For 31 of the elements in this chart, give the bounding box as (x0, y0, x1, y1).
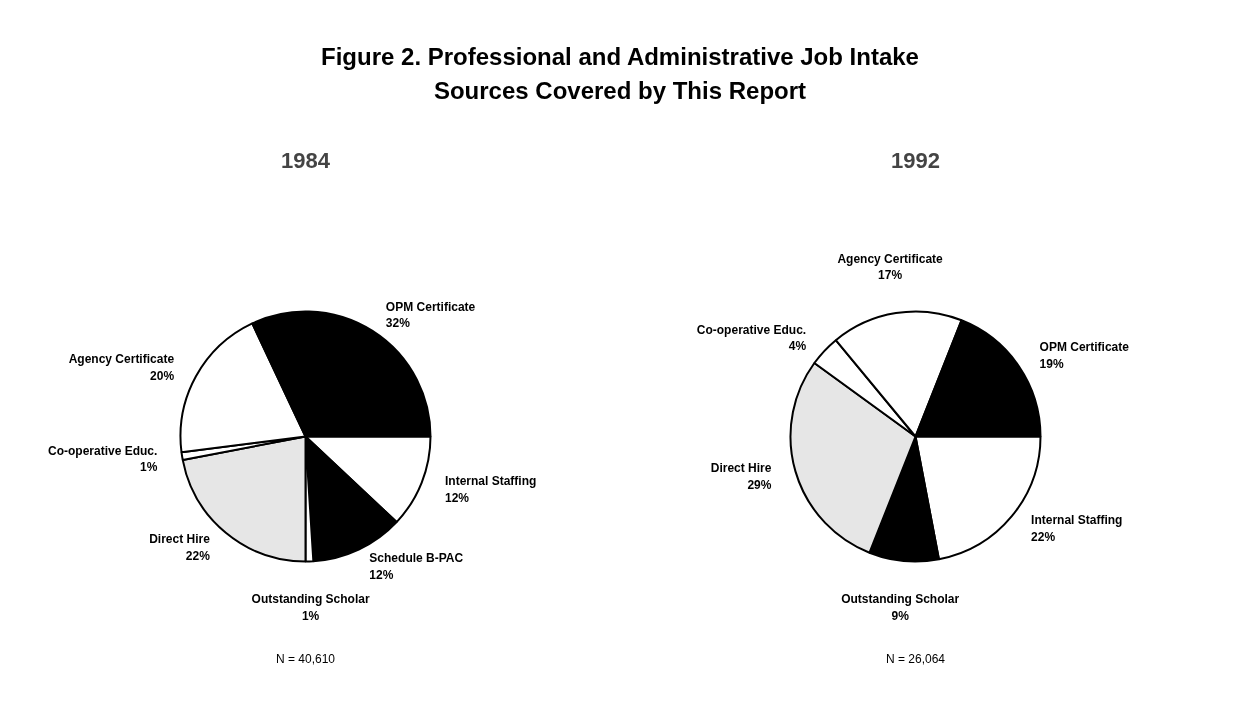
data-label: 1% (301, 609, 320, 624)
chart-subtitle: 1992 (891, 147, 940, 173)
data-label: 12% (369, 568, 394, 583)
data-label: 20% (150, 368, 175, 383)
slice-label: Co-operative Educ. (696, 322, 807, 337)
data-label: 29% (747, 478, 772, 493)
slice-label: OPM Certificate (385, 299, 476, 314)
data-label: 32% (385, 316, 411, 331)
slice-label: Agency Certificate (68, 351, 175, 366)
text: N = 26,064 (885, 651, 946, 666)
data-label: 12% (444, 490, 470, 505)
slice-label: Internal Staffing (1031, 512, 1123, 527)
data-label: 17% (878, 268, 903, 283)
data-label: 22% (185, 548, 211, 563)
text: Figure 2. Professional and Administrative Job Intake Sources Covered by This Report (320, 42, 920, 107)
data-label: 9% (891, 608, 910, 623)
slice-label: OPM Certificate (1039, 340, 1130, 355)
slice-label: Co-operative Educ. (47, 443, 158, 458)
data-label: 22% (1031, 529, 1056, 544)
data-label: 1% (140, 460, 158, 475)
slice-label: Direct Hire (149, 532, 211, 547)
slice-label: Agency Certificate (837, 251, 944, 266)
slice-label: Outstanding Scholar (251, 592, 370, 607)
slice-label: Schedule B-PAC (369, 551, 464, 566)
slice-label: Outstanding Scholar (841, 591, 960, 606)
data-label: 4% (788, 339, 807, 354)
chart-subtitle: 1984 (281, 147, 331, 173)
slice-label: Direct Hire (710, 461, 772, 476)
text: N = 40,610 (275, 651, 336, 666)
slice-label: Internal Staffing (444, 474, 537, 489)
data-label: 19% (1039, 356, 1064, 371)
